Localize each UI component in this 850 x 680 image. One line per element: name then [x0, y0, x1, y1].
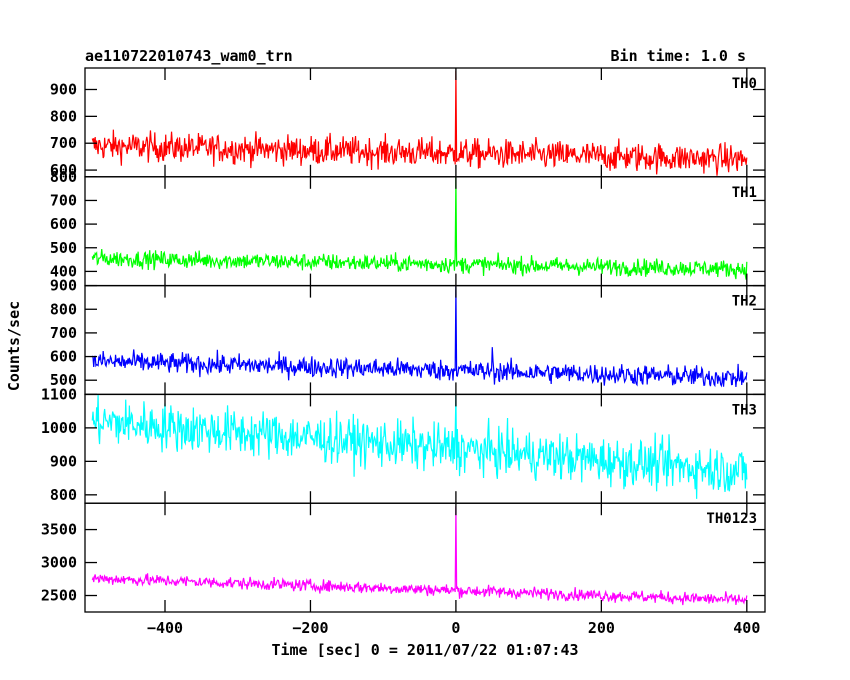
y-tick-label: 600 [50, 215, 77, 233]
y-tick-label: 700 [50, 191, 77, 209]
y-tick-label: 800 [50, 300, 77, 318]
panel-label-th3: TH3 [732, 402, 757, 418]
y-tick-label: 2500 [41, 587, 77, 605]
panel-th0123: TH0123 2500 3000 3500 [41, 502, 766, 613]
y-tick-label: 700 [50, 134, 77, 152]
y-tick-label: 900 [50, 452, 77, 470]
y-tick-label: 3500 [41, 521, 77, 539]
series-line-th0 [91, 70, 748, 176]
y-tick-label: 900 [50, 277, 77, 295]
series-line-th0123 [91, 506, 748, 606]
y-tick-label: 1100 [41, 385, 77, 403]
panels-group: TH0 600 700 800 900 TH1 400 500 600 700 800 TH2 500 6… [41, 67, 766, 613]
panel-frame [84, 502, 766, 613]
bin-time-label: Bin time: 1.0 s [611, 47, 746, 65]
y-tick-label: 700 [50, 324, 77, 342]
y-tick-label: 500 [50, 239, 77, 257]
y-tick-label: 800 [50, 486, 77, 504]
series-line-th1 [91, 176, 748, 280]
y-axis-title: Counts/sec [5, 301, 23, 391]
series-line-th2 [91, 285, 748, 388]
x-tick-label: 200 [588, 619, 615, 637]
panel-label-th2: TH2 [732, 294, 757, 310]
panel-label-th0: TH0 [732, 76, 757, 92]
x-tick-labels: −400 −200 0 200 400 [147, 619, 760, 637]
x-tick-label: −400 [147, 619, 183, 637]
y-tick-label: 800 [50, 107, 77, 125]
y-tick-label: 600 [50, 161, 77, 179]
panel-th3: TH3 800 900 1000 1100 [41, 385, 766, 504]
y-tick-label: 600 [50, 348, 77, 366]
panel-th1: TH1 400 500 600 700 800 [50, 168, 766, 287]
y-tick-label: 3000 [41, 554, 77, 572]
x-tick-label: 0 [451, 619, 460, 637]
y-tick-label: 500 [50, 371, 77, 389]
x-tick-label: −200 [292, 619, 328, 637]
panel-label-th1: TH1 [732, 185, 757, 201]
y-tick-label: 400 [50, 262, 77, 280]
chart-title: ae110722010743_wam0_trn [85, 47, 293, 65]
y-tick-label: 1000 [41, 419, 77, 437]
series-line-th3 [91, 394, 748, 499]
y-tick-label: 800 [50, 168, 77, 186]
panel-th0: TH0 600 700 800 900 [50, 67, 766, 179]
panel-label-th0123: TH0123 [706, 511, 757, 527]
panel-frame [84, 284, 766, 396]
x-axis-title: Time [sec] 0 = 2011/07/22 01:07:43 [271, 641, 578, 659]
y-tick-label: 900 [50, 80, 77, 98]
panel-th2: TH2 500 600 700 800 900 [50, 277, 766, 396]
x-tick-label: 400 [733, 619, 760, 637]
